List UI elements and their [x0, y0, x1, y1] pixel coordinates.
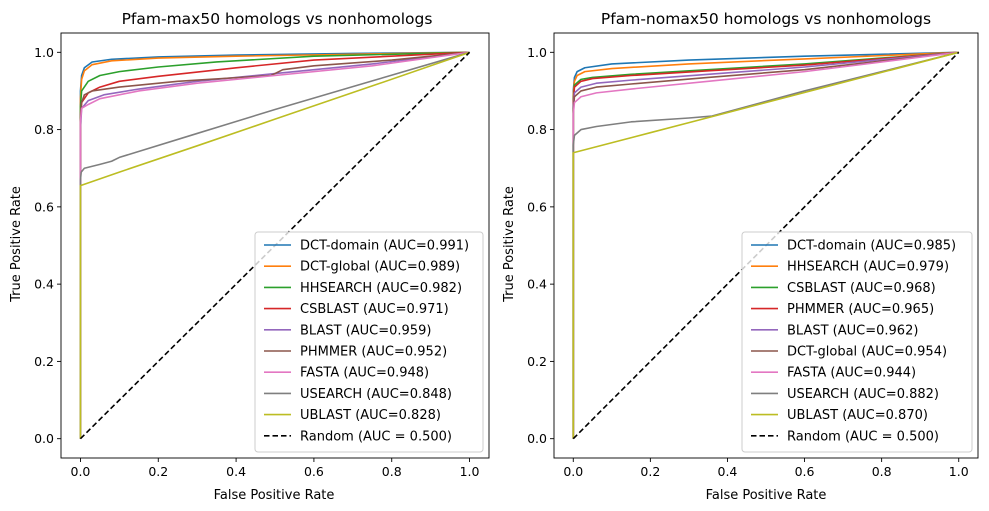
y-tick-label: 0.4	[34, 277, 54, 292]
x-tick-label: 0.2	[148, 464, 168, 479]
series-line-3	[79, 51, 470, 439]
legend-label: BLAST (AUC=0.959)	[300, 323, 431, 338]
x-tick-label: 0.0	[563, 464, 583, 479]
series-line-2	[79, 51, 470, 439]
axes-frame	[553, 32, 979, 459]
series-line-9	[572, 51, 959, 439]
x-tick-label: 0.6	[795, 464, 815, 479]
legend-label: CSBLAST (AUC=0.971)	[300, 302, 449, 317]
y-tick-label: 0.6	[527, 199, 547, 214]
series-line-7	[79, 51, 470, 439]
legend-box	[741, 231, 973, 453]
chart-title: Pfam-nomax50 homologs vs nonhomologs	[601, 10, 931, 28]
x-axis-label: False Positive Rate	[214, 488, 335, 503]
y-tick-label: 1.0	[527, 45, 547, 60]
y-tick-label: 0.0	[34, 431, 54, 446]
x-axis-label: False Positive Rate	[706, 488, 827, 503]
series-line-8	[79, 51, 470, 439]
legend-label: USEARCH (AUC=0.848)	[300, 387, 452, 402]
y-axis-label: True Positive Rate	[9, 186, 24, 303]
x-tick-label: 0.8	[872, 464, 892, 479]
legend-label: DCT-global (AUC=0.954)	[787, 345, 947, 360]
x-tick-label: 1.0	[949, 464, 969, 479]
legend-label: FASTA (AUC=0.944)	[787, 366, 916, 381]
y-tick-label: 0.8	[527, 122, 547, 137]
plot-area: 0.0 0.2 0.4 0.6 0.8 1.0 0.0 0.2 0.4 0.6 0.8 1.0	[527, 32, 979, 479]
legend-label: DCT-domain (AUC=0.991)	[300, 239, 469, 254]
chart-nomax50: Pfam-nomax50 homologs vs nonhomologs 0.0…	[502, 10, 979, 503]
x-tick-label: 0.4	[718, 464, 738, 479]
axes-frame	[60, 32, 490, 459]
series-line-8	[572, 51, 959, 439]
legend-label: UBLAST (AUC=0.870)	[787, 408, 928, 423]
legend-label: HHSEARCH (AUC=0.982)	[300, 281, 462, 296]
y-tick-label: 0.0	[527, 431, 547, 446]
legend: DCT-domain (AUC=0.985) HHSEARCH (AUC=0.97…	[741, 231, 973, 453]
legend-label: DCT-domain (AUC=0.985)	[787, 239, 956, 254]
x-tick-label: 1.0	[460, 464, 480, 479]
series-line-7	[572, 51, 959, 439]
y-tick-label: 0.4	[527, 277, 547, 292]
x-tick-label: 0.4	[226, 464, 246, 479]
x-tick-label: 0.2	[640, 464, 660, 479]
chart-title: Pfam-max50 homologs vs nonhomologs	[122, 10, 433, 28]
y-tick-label: 1.0	[34, 45, 54, 60]
legend-label: PHMMER (AUC=0.965)	[787, 302, 934, 317]
legend-box	[254, 231, 484, 453]
x-tick-label: 0.6	[304, 464, 324, 479]
legend-label: DCT-global (AUC=0.989)	[300, 260, 460, 275]
y-axis-label: True Positive Rate	[502, 186, 517, 303]
y-tick-label: 0.2	[34, 354, 54, 369]
x-tick-label: 0.8	[382, 464, 402, 479]
legend-label: CSBLAST (AUC=0.968)	[787, 281, 936, 296]
y-tick-label: 0.8	[34, 122, 54, 137]
legend: DCT-domain (AUC=0.991) DCT-global (AUC=0.…	[254, 231, 484, 453]
series-line-9	[79, 51, 470, 439]
x-tick-label: 0.0	[71, 464, 91, 479]
legend-label: Random (AUC = 0.500)	[300, 429, 452, 444]
legend-label: HHSEARCH (AUC=0.979)	[787, 260, 949, 275]
y-tick-label: 0.6	[34, 199, 54, 214]
legend-label: UBLAST (AUC=0.828)	[300, 408, 441, 423]
legend-label: PHMMER (AUC=0.952)	[300, 345, 447, 360]
chart-max50: Pfam-max50 homologs vs nonhomologs 0.0 0.…	[9, 10, 490, 503]
legend-label: FASTA (AUC=0.948)	[300, 366, 429, 381]
legend-label: BLAST (AUC=0.962)	[787, 323, 918, 338]
legend-label: Random (AUC = 0.500)	[787, 429, 939, 444]
y-tick-label: 0.2	[527, 354, 547, 369]
series-line-6	[79, 51, 470, 439]
legend-label: USEARCH (AUC=0.882)	[787, 387, 939, 402]
